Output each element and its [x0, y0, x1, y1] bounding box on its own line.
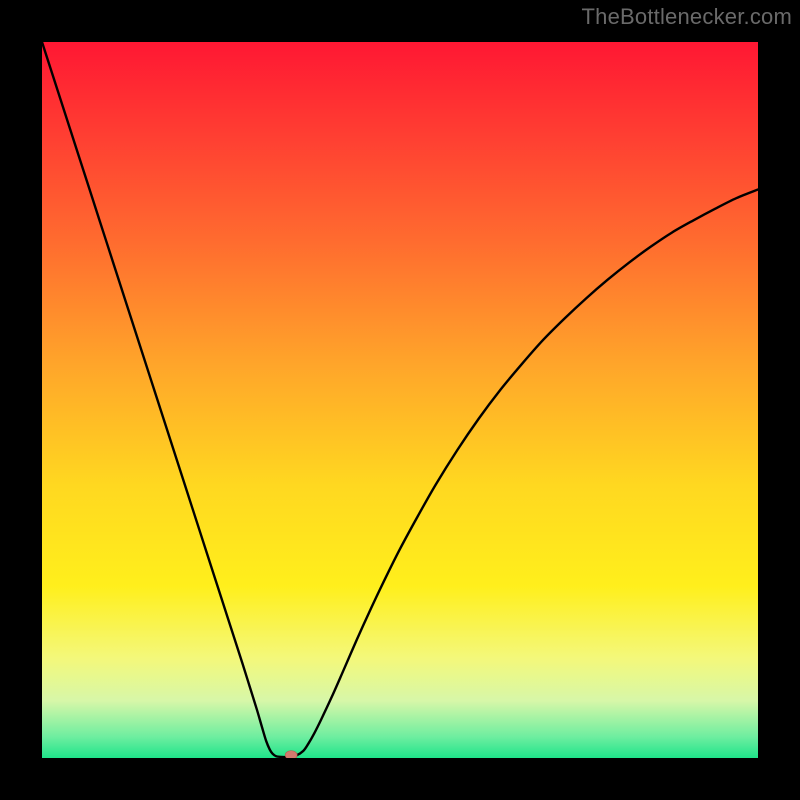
bottleneck-chart: [0, 0, 800, 800]
chart-container: TheBottlenecker.com: [0, 0, 800, 800]
plot-background-gradient: [42, 42, 758, 758]
watermark-text: TheBottlenecker.com: [582, 4, 792, 30]
